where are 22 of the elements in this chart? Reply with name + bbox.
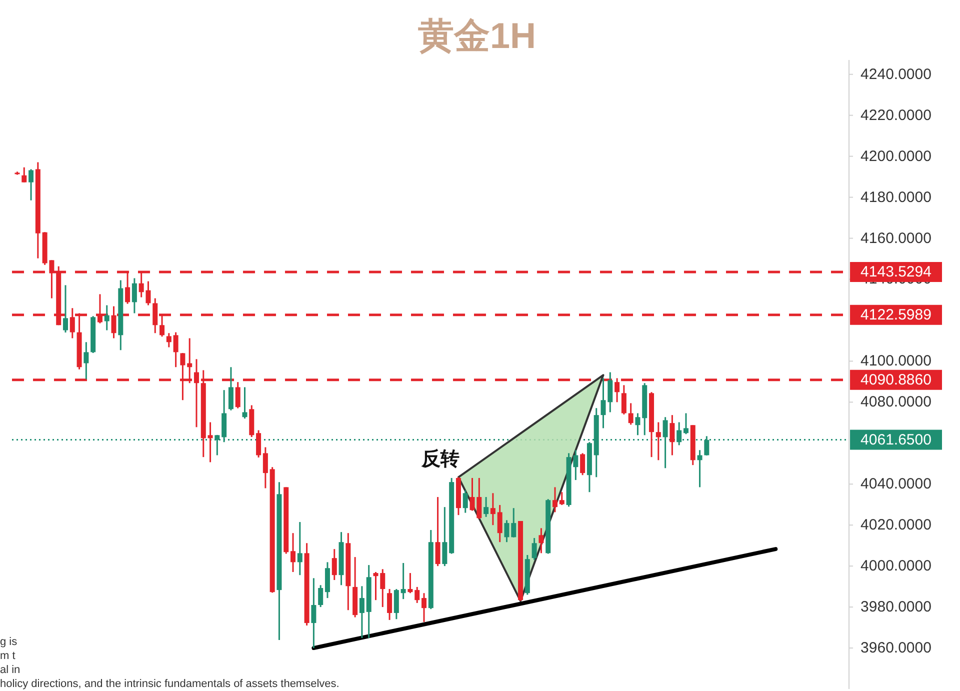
- y-tick-label: 4100.0000: [860, 352, 932, 370]
- y-tick-label: 4080.0000: [860, 394, 932, 411]
- y-tick-label: 4180.0000: [860, 188, 932, 206]
- y-tick-label: 4000.0000: [860, 558, 932, 575]
- annotation: g is: [0, 636, 18, 648]
- ref-line-label: 4090.8860: [860, 371, 932, 388]
- y-tick-label: 4220.0000: [860, 106, 932, 124]
- y-tick-label: 4160.0000: [860, 230, 932, 247]
- annotation: holicy directions, and the intrinsic fundamentals of assets themselves.: [0, 678, 340, 690]
- annotation: 反转: [420, 448, 460, 470]
- annotation: al in: [0, 664, 20, 676]
- ref-line-label: 4122.5989: [860, 306, 932, 324]
- y-tick-label: 4020.0000: [860, 516, 932, 534]
- title: 黄金1H: [418, 15, 536, 56]
- y-tick-label: 4200.0000: [860, 148, 932, 165]
- y-tick-label: 3960.0000: [860, 640, 932, 657]
- y-tick-label: 3980.0000: [860, 598, 932, 616]
- annotation: m t: [0, 650, 16, 662]
- y-tick-label: 4040.0000: [860, 476, 932, 493]
- ref-line-label: 4061.6500: [860, 431, 932, 448]
- y-tick-label: 4240.0000: [860, 66, 932, 83]
- ref-line-label: 4143.5294: [860, 263, 932, 280]
